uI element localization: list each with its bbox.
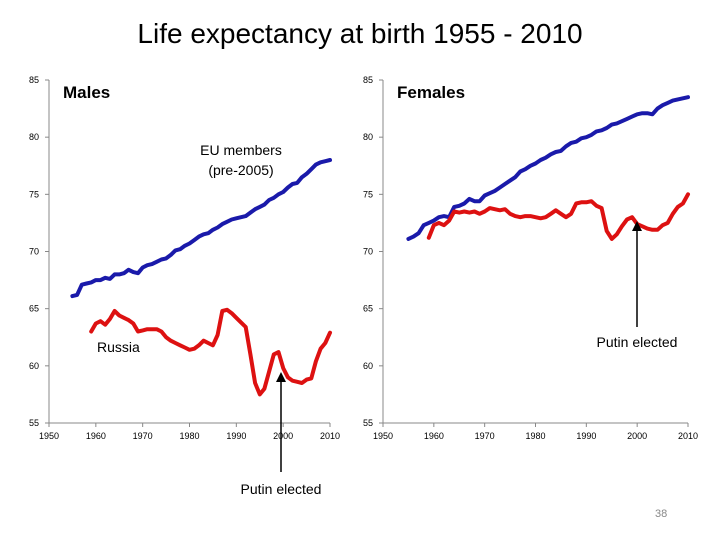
series-line-russia: [426, 192, 690, 241]
y-tick-label: 70: [363, 247, 373, 257]
y-tick-label: 75: [363, 189, 373, 199]
annotations: EU members (pre-2005) Russia Putin elected P…: [97, 142, 677, 497]
x-tick-label: 1970: [475, 431, 495, 441]
series-line-eu-members-pre-2005: [406, 95, 690, 241]
x-tick-label: 2000: [627, 431, 647, 441]
x-tick-label: 1960: [424, 431, 444, 441]
slide-title: Life expectancy at birth 1955 - 2010: [137, 18, 583, 49]
x-tick-label: 1990: [576, 431, 596, 441]
x-tick-label: 1980: [179, 431, 199, 441]
x-tick-label: 1960: [86, 431, 106, 441]
x-tick-label: 1950: [39, 431, 59, 441]
putin-elected-label-females: Putin elected: [597, 334, 678, 350]
y-tick-label: 55: [29, 418, 39, 428]
x-tick-label: 1990: [226, 431, 246, 441]
series-line-eu-members-pre-2005: [70, 158, 332, 299]
chart-title: Males: [63, 83, 110, 102]
y-tick-label: 80: [363, 132, 373, 142]
y-tick-label: 80: [29, 132, 39, 142]
eu-members-label: EU members (pre-2005): [200, 142, 282, 178]
y-tick-label: 70: [29, 247, 39, 257]
y-tick-label: 85: [363, 75, 373, 85]
x-tick-label: 2010: [678, 431, 698, 441]
y-tick-label: 60: [29, 361, 39, 371]
y-tick-label: 65: [363, 304, 373, 314]
y-tick-label: 55: [363, 418, 373, 428]
putin-elected-label-males: Putin elected: [241, 481, 322, 497]
russia-label: Russia: [97, 339, 140, 355]
x-tick-label: 2010: [320, 431, 340, 441]
females-chart: 55 60 65 70 75 80 85 1950 1960 1970 1980 1990 2000 20…: [363, 75, 698, 441]
x-tick-label: 1970: [133, 431, 153, 441]
series-line-russia: [89, 307, 332, 397]
x-tick-label: 2000: [273, 431, 293, 441]
y-tick-label: 60: [363, 361, 373, 371]
y-tick-label: 65: [29, 304, 39, 314]
males-chart: 55 60 65 70 75 80 85 1950 1960 1970 1980 1990 2000 20…: [29, 75, 340, 441]
y-tick-label: 75: [29, 189, 39, 199]
slide-number: 38: [655, 508, 668, 520]
chart-title: Females: [397, 83, 465, 102]
y-tick-label: 85: [29, 75, 39, 85]
x-tick-label: 1950: [373, 431, 393, 441]
x-tick-label: 1980: [525, 431, 545, 441]
